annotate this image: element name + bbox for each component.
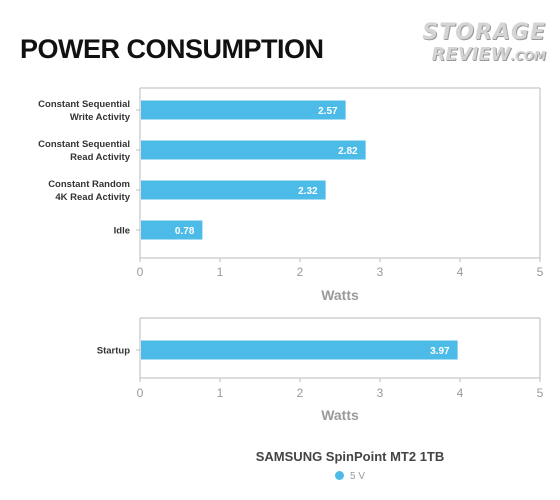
main-x-axis-label: Watts bbox=[321, 287, 359, 303]
main-bar-value-label: 2.57 bbox=[318, 106, 338, 117]
startup-x-tick-label: 3 bbox=[377, 386, 384, 400]
main-bar-value-label: 2.82 bbox=[338, 146, 358, 157]
main-category-label: Constant Sequential bbox=[38, 99, 130, 110]
main-bar bbox=[141, 140, 366, 160]
startup-bar bbox=[141, 340, 458, 360]
main-x-tick-label: 3 bbox=[377, 265, 384, 279]
chart-title: POWER CONSUMPTION bbox=[20, 34, 324, 64]
main-x-tick-label: 2 bbox=[297, 265, 304, 279]
main-x-tick-label: 1 bbox=[217, 265, 224, 279]
legend-dot-icon bbox=[334, 471, 344, 480]
main-bar bbox=[141, 220, 203, 240]
startup-bar-value-label: 3.97 bbox=[430, 346, 450, 357]
main-category-label: Read Activity bbox=[70, 152, 131, 163]
legend-item-label: 5 V bbox=[349, 471, 365, 482]
main-category-label: Idle bbox=[114, 226, 130, 237]
main-bar bbox=[141, 180, 326, 200]
storagereview-logo: STORAGE REVIEW.COM bbox=[422, 22, 546, 67]
legend-item-5v: 5 V bbox=[0, 471, 560, 482]
startup-x-tick-label: 1 bbox=[217, 386, 224, 400]
main-category-label: Constant Random bbox=[48, 179, 130, 190]
legend-title: SAMSUNG SpinPoint MT2 1TB bbox=[255, 449, 445, 464]
startup-x-tick-label: 0 bbox=[137, 386, 144, 400]
logo-line-2-suffix: .COM bbox=[510, 49, 546, 63]
main-bar-value-label: 0.78 bbox=[175, 226, 195, 237]
logo-line-1: STORAGE bbox=[422, 20, 546, 45]
logo-line-2: REVIEW.COM bbox=[422, 44, 546, 67]
startup-x-tick-label: 5 bbox=[537, 386, 544, 400]
main-bar-value-label: 2.32 bbox=[298, 186, 318, 197]
startup-category-label: Startup bbox=[97, 346, 130, 357]
startup-x-tick-label: 4 bbox=[457, 386, 464, 400]
main-category-label: 4K Read Activity bbox=[55, 192, 130, 203]
startup-x-axis-label: Watts bbox=[321, 407, 359, 423]
main-category-label: Constant Sequential bbox=[38, 139, 130, 150]
main-x-tick-label: 5 bbox=[537, 265, 544, 279]
startup-x-tick-label: 2 bbox=[297, 386, 304, 400]
main-x-tick-label: 4 bbox=[457, 265, 464, 279]
main-category-label: Write Activity bbox=[70, 112, 131, 123]
main-bar bbox=[141, 100, 346, 120]
logo-line-2-text: REVIEW bbox=[431, 44, 511, 65]
main-x-tick-label: 0 bbox=[137, 265, 144, 279]
